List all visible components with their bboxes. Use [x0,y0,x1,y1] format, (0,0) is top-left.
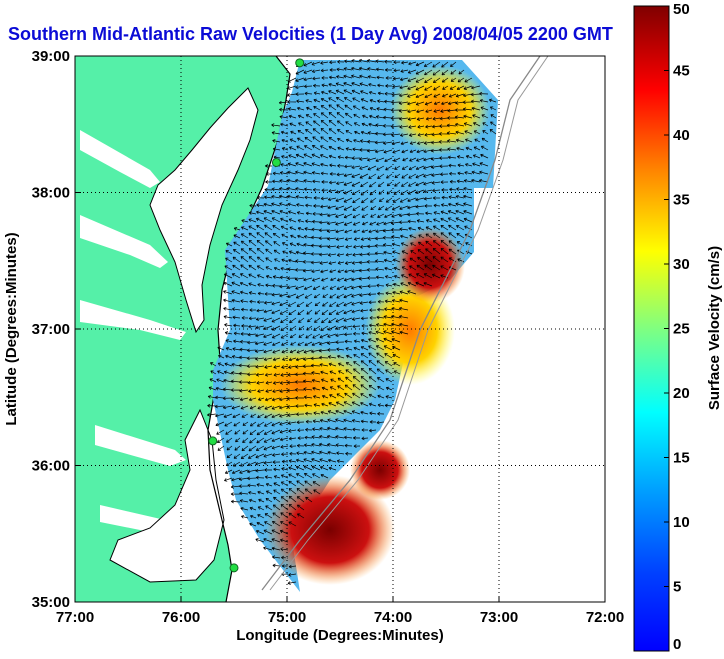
river-water [100,505,172,532]
map-layers [75,56,549,602]
x-tick-label: 72:00 [586,609,624,626]
radar-station-marker [295,58,305,68]
shelf-isobath [261,56,541,591]
colorbar-tick-label: 5 [673,579,681,596]
sound-water [110,410,224,582]
river-water [80,300,186,340]
radar-station-marker [229,563,239,573]
map-grid [75,56,605,602]
y-tick-label: 37:00 [32,321,70,338]
bay-shoreline [149,87,259,334]
radar-stations [208,58,305,573]
velocity-hot-zone [395,227,465,303]
colorbar-tick-label: 25 [673,321,690,338]
velocity-hot-zone [350,440,410,500]
colorbar-tick-label: 40 [673,127,690,144]
colorbar-tick-label: 0 [673,636,681,653]
y-axis-label: Latitude (Degrees:Minutes) [3,232,20,425]
y-tick-label: 36:00 [32,458,70,475]
x-tick-label: 73:00 [480,609,518,626]
velocity-warm-zone [220,345,380,425]
river-water [80,130,160,188]
x-tick-label: 74:00 [374,609,412,626]
colorbar [633,5,670,652]
velocity-field [213,60,498,592]
x-axis-ticks: 77:00 76:00 75:00 74:00 73:00 72:00 [56,596,624,626]
y-tick-label: 38:00 [32,185,70,202]
radar-station-marker [271,157,281,167]
map-title: Southern Mid-Atlantic Raw Velocities (1 … [8,24,613,44]
x-tick-label: 76:00 [162,609,200,626]
colorbar-tick-label: 45 [673,63,690,80]
river-water [80,215,168,268]
colorbar-tick-label: 30 [673,256,690,273]
y-tick-label: 35:00 [32,594,70,611]
radar-station-marker [208,436,218,446]
colorbar-label: Surface Velocity (cm/s) [706,246,723,410]
y-tick-label: 39:00 [32,48,70,65]
shelf-isobath [269,56,549,591]
y-axis-ticks: 39:00 38:00 37:00 36:00 35:00 [32,48,81,611]
land-area [75,56,290,602]
colorbar-tick-label: 50 [673,1,690,18]
colorbar-tick-label: 20 [673,385,690,402]
bay-water [150,88,258,332]
x-tick-label: 75:00 [268,609,306,626]
colorbar-tick-label: 35 [673,192,690,209]
river-water [95,425,186,466]
colorbar-ticks: 0 5 10 15 20 25 30 35 40 45 50 [664,1,690,653]
sound-shoreline [109,408,225,583]
colorbar-tick-label: 15 [673,450,690,467]
x-tick-label: 77:00 [56,609,94,626]
colorbar-tick-label: 10 [673,514,690,531]
x-axis-label: Longitude (Degrees:Minutes) [236,627,444,644]
velocity-hot-zone [265,475,395,585]
